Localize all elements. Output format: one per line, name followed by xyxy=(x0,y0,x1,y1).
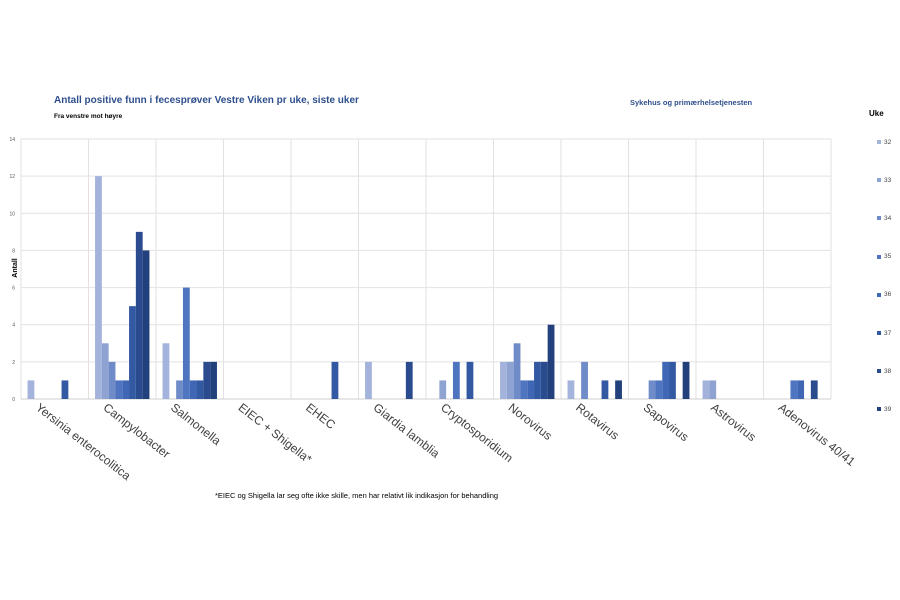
legend-item: 38 xyxy=(877,366,891,376)
legend-label: 37 xyxy=(884,329,892,337)
bar xyxy=(27,380,35,399)
bar xyxy=(709,380,717,399)
x-tick-label: Sapovirus xyxy=(641,400,692,444)
bar xyxy=(331,361,339,399)
x-tick-label: Astrovirus xyxy=(708,400,759,444)
bar xyxy=(506,361,514,399)
legend-swatch xyxy=(877,331,881,335)
legend-label: 32 xyxy=(884,138,892,146)
bar xyxy=(567,380,575,399)
bar xyxy=(162,343,170,399)
legend-label: 38 xyxy=(884,367,892,375)
legend-swatch xyxy=(877,407,881,412)
legend-item: 32 xyxy=(877,137,891,147)
bar xyxy=(196,380,204,399)
bar xyxy=(615,380,622,399)
bar xyxy=(540,361,548,399)
legend-label: 35 xyxy=(884,253,892,261)
legend-item: 35 xyxy=(877,252,891,262)
bar xyxy=(135,231,143,399)
bar xyxy=(790,380,798,399)
x-tick-label: Salmonella xyxy=(168,400,224,448)
bar xyxy=(142,250,150,399)
bar xyxy=(122,380,130,399)
bar xyxy=(581,361,588,399)
bar xyxy=(662,361,670,399)
y-tick-label: 10 xyxy=(9,211,15,217)
bar xyxy=(108,361,116,399)
bar xyxy=(513,343,521,399)
y-tick-label: 8 xyxy=(12,248,15,254)
legend-item: 34 xyxy=(877,213,891,223)
y-tick-label: 14 xyxy=(9,137,15,143)
side-title: Sykehus og primærhelsetjenesten xyxy=(630,98,753,107)
bar xyxy=(439,380,447,399)
legend-swatch xyxy=(877,216,881,221)
legend-title: Uke xyxy=(869,109,884,118)
bar xyxy=(534,361,541,399)
bar xyxy=(601,380,609,399)
x-tick-label: Campylobacter xyxy=(101,400,173,461)
bar xyxy=(797,380,805,399)
chart-title: Antall positive funn i fecesprøver Vestr… xyxy=(54,95,359,106)
legend-item: 33 xyxy=(877,175,891,185)
bar xyxy=(648,380,656,399)
legend-label: 36 xyxy=(884,291,892,299)
bar xyxy=(61,380,69,399)
bar xyxy=(365,361,372,399)
bar xyxy=(210,361,217,399)
bar xyxy=(405,361,413,399)
bar xyxy=(129,306,136,399)
legend: 32 33 34 35 36 37 38 39 xyxy=(877,137,900,417)
bar xyxy=(466,361,474,399)
bar xyxy=(203,361,211,399)
legend-swatch xyxy=(877,292,881,297)
x-tick-label: Rotavirus xyxy=(573,400,622,442)
legend-label: 33 xyxy=(884,176,892,184)
legend-item: 37 xyxy=(877,328,891,338)
x-tick-label: Giardia lamblia xyxy=(371,400,443,461)
bar xyxy=(682,361,690,399)
bar xyxy=(452,361,460,399)
bar xyxy=(95,176,102,399)
y-axis-label: Antall xyxy=(12,258,19,278)
bar xyxy=(101,343,109,399)
chart-subtitle: Fra venstre mot høyre xyxy=(54,113,123,120)
y-tick-label: 2 xyxy=(12,360,15,366)
bar xyxy=(182,287,190,399)
legend-swatch xyxy=(877,178,881,183)
bar xyxy=(527,380,535,399)
y-tick-label: 4 xyxy=(12,323,15,329)
bar xyxy=(520,380,528,399)
legend-label: 39 xyxy=(884,405,892,413)
bar xyxy=(500,361,507,399)
legend-swatch xyxy=(877,140,881,144)
y-tick-label: 12 xyxy=(9,174,15,180)
x-tick-label: Adenovirus 40/41 xyxy=(776,400,858,469)
bar xyxy=(547,324,555,399)
x-tick-label: EHEC xyxy=(303,400,338,432)
y-tick-label: 6 xyxy=(12,286,15,292)
x-tick-label: Cryptosporidium xyxy=(438,400,515,465)
y-tick-label: 0 xyxy=(12,397,15,403)
legend-item: 36 xyxy=(877,290,891,300)
bar xyxy=(189,380,197,399)
bar xyxy=(702,380,710,399)
bar xyxy=(655,380,663,399)
footnote: *EIEC og Shigella lar seg ofte ikke skil… xyxy=(215,491,499,500)
legend-swatch xyxy=(877,369,881,374)
bar xyxy=(115,380,123,399)
bar xyxy=(669,361,676,399)
legend-label: 34 xyxy=(884,214,892,222)
bar xyxy=(810,380,818,399)
legend-swatch xyxy=(877,254,881,259)
bar xyxy=(176,380,183,399)
legend-item: 39 xyxy=(877,404,891,414)
x-tick-label: Norovirus xyxy=(506,400,555,443)
